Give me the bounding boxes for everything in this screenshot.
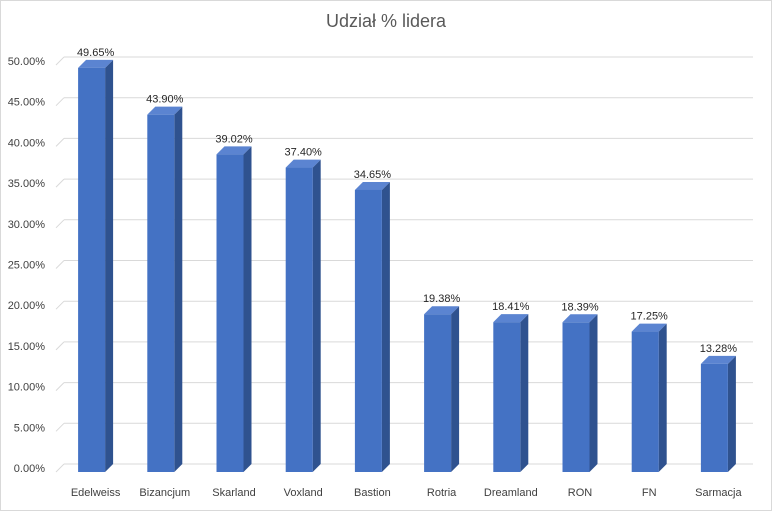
bar-top: [147, 106, 183, 115]
bar-front: [147, 114, 175, 473]
data-label: 17.25%: [631, 311, 669, 323]
gridline-diag: [55, 97, 65, 107]
bar-side: [520, 314, 529, 472]
y-tick-label: 50.00%: [8, 56, 46, 68]
data-label: 19.38%: [423, 293, 461, 305]
category-label: Dreamland: [484, 487, 538, 499]
y-tick-label: 10.00%: [8, 382, 46, 394]
y-axis-ticks: 0.00% 5.00% 10.00% 15.00% 20.00% 25.00% 30.00%…: [8, 56, 46, 475]
bar-top: [285, 159, 321, 168]
gridline-diag: [55, 260, 65, 269]
bar: [424, 306, 460, 472]
bar: [78, 59, 114, 472]
y-tick-label: 20.00%: [8, 300, 46, 312]
bar-front: [78, 67, 106, 472]
bars: [78, 59, 736, 473]
data-label: 49.65%: [77, 47, 115, 59]
category-label: Bastion: [354, 487, 391, 499]
bar-front: [424, 314, 452, 472]
bar-side: [312, 159, 321, 472]
bar-top: [78, 59, 114, 68]
bar: [147, 106, 183, 473]
gridline-diag: [55, 56, 65, 66]
bar-side: [381, 181, 390, 472]
y-tick-label: 35.00%: [8, 178, 46, 190]
y-tick-label: 30.00%: [8, 219, 46, 231]
bar-front: [285, 167, 313, 472]
bar-side: [727, 355, 736, 472]
category-label: FN: [642, 487, 657, 499]
bar-side: [174, 106, 183, 473]
bar: [216, 146, 252, 472]
bar-top: [354, 181, 390, 190]
data-label: 13.28%: [700, 343, 738, 355]
chart-title: Udział % lidera: [326, 11, 447, 31]
bar-top: [700, 355, 736, 364]
category-label: Bizancjum: [139, 487, 190, 499]
bar-front: [562, 322, 590, 472]
category-label: Voxland: [284, 487, 323, 499]
data-label: 34.65%: [354, 169, 392, 181]
bar-top: [493, 314, 529, 323]
bar: [700, 355, 736, 472]
data-label: 37.40%: [285, 147, 323, 159]
bar-side: [451, 306, 460, 472]
bar-side: [658, 323, 667, 472]
bar-top: [216, 146, 252, 155]
y-tick-label: 45.00%: [8, 97, 46, 109]
gridline-diag: [55, 300, 65, 310]
data-labels: 49.65% 43.90% 39.02% 37.40% 34.65% 19.38% 18.4…: [77, 47, 737, 355]
gridline-diag: [55, 463, 65, 473]
bar-top: [631, 323, 667, 332]
bar-front: [216, 154, 244, 472]
bar-front: [631, 331, 659, 472]
bar-side: [589, 314, 598, 472]
category-label: Skarland: [212, 487, 255, 499]
bar: [631, 323, 667, 472]
category-label: Sarmacja: [695, 487, 742, 499]
y-tick-label: 5.00%: [14, 422, 45, 434]
gridline-diag: [55, 178, 65, 188]
gridline-diag: [55, 219, 65, 229]
y-tick-label: 25.00%: [8, 260, 46, 272]
bar: [493, 314, 529, 472]
bar-front: [493, 322, 521, 472]
bar-front: [354, 189, 382, 472]
category-labels: Edelweiss Bizancjum Skarland Voxland Bastion…: [71, 487, 743, 499]
y-tick-label: 15.00%: [8, 341, 46, 353]
data-label: 39.02%: [215, 133, 253, 145]
bar-front: [700, 363, 728, 472]
bar: [562, 314, 598, 472]
y-tick-label: 0.00%: [14, 463, 45, 475]
category-label: Rotria: [427, 487, 457, 499]
y-tick-label: 40.00%: [8, 137, 46, 149]
gridline-diag: [55, 422, 65, 432]
data-label: 43.90%: [146, 94, 184, 106]
bar-side: [105, 59, 114, 472]
gridline-diag: [55, 138, 65, 147]
category-label: RON: [568, 487, 593, 499]
data-label: 18.39%: [561, 301, 599, 313]
bar: [354, 181, 390, 472]
bar-top: [424, 306, 460, 315]
bar-side: [243, 146, 252, 472]
bar: [285, 159, 321, 472]
gridline-diag: [55, 341, 65, 351]
bar-top: [562, 314, 598, 323]
gridline-diag: [55, 382, 65, 391]
category-label: Edelweiss: [71, 487, 121, 499]
data-label: 18.41%: [492, 301, 530, 313]
